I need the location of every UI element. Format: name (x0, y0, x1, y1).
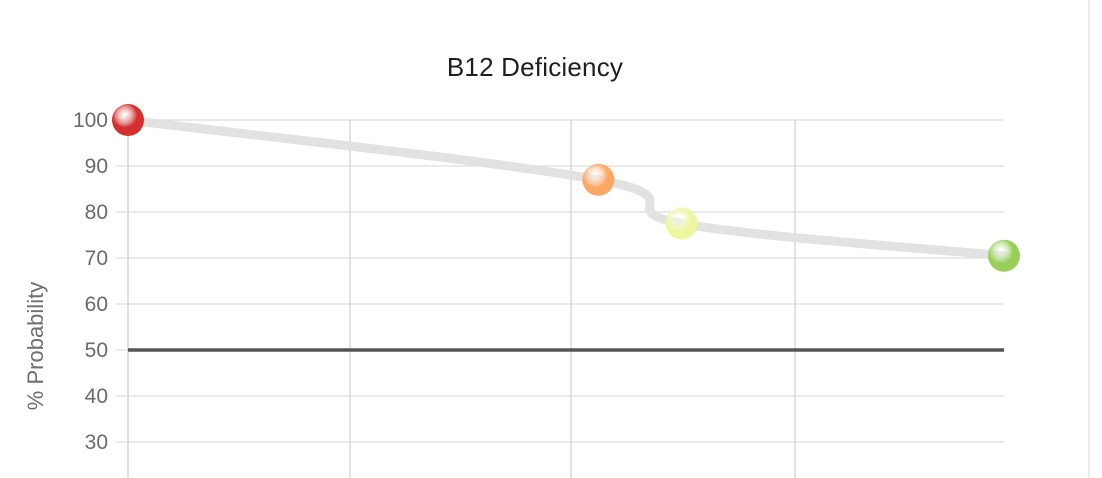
y-tick-label-70: 70 (85, 247, 108, 270)
panel-divider (1088, 0, 1090, 478)
y-tick-label-40: 40 (85, 385, 108, 408)
y-tick-label-50: 50 (85, 339, 108, 362)
y-tick-label-100: 100 (73, 109, 108, 132)
data-point-0[interactable] (112, 104, 144, 136)
y-axis-ticks: 1009080706050403020 (73, 109, 128, 478)
data-point-1[interactable] (582, 163, 615, 196)
data-point-3[interactable] (988, 239, 1020, 272)
data-point-2[interactable] (665, 207, 698, 240)
chart-title: B12 Deficiency (446, 52, 624, 82)
y-tick-label-90: 90 (85, 155, 108, 178)
series-line (123, 115, 1009, 261)
grid (127, 119, 1004, 478)
y-tick-label-80: 80 (85, 201, 108, 224)
y-tick-label-30: 30 (85, 431, 108, 454)
series-group (112, 104, 1020, 272)
y-tick-label-60: 60 (85, 293, 108, 316)
